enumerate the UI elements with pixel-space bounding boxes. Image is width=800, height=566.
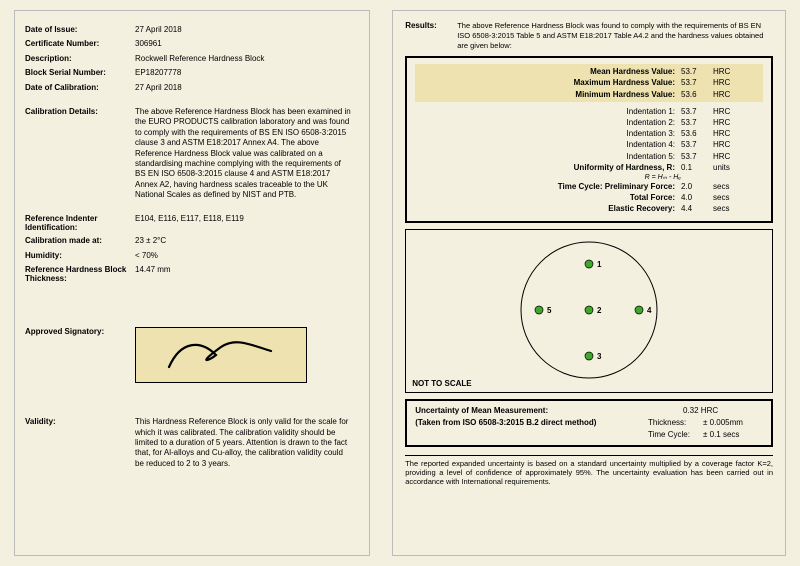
unc-mean-label: Uncertainty of Mean Measurement:: [415, 405, 683, 417]
uniformity-value: 0.1: [681, 162, 713, 173]
elastic-value: 4.4: [681, 203, 713, 214]
cert-number-value: 306961: [135, 39, 351, 49]
humidity-value: < 70%: [135, 251, 351, 261]
date-issue-label: Date of Issue:: [25, 25, 135, 35]
unc-thick-value: ± 0.005mm: [703, 417, 763, 429]
unc-mean-value: 0.32 HRC: [683, 405, 763, 417]
indentation-diagram-svg: 1 2 3 4 5: [484, 234, 694, 386]
min-label: Minimum Hardness Value:: [415, 89, 681, 100]
uncertainty-box: Uncertainty of Mean Measurement: 0.32 HR…: [405, 399, 773, 447]
unc-tc-value: ± 0.1 secs: [703, 429, 763, 441]
cal-at-value: 23 ± 2°C: [135, 236, 351, 246]
cal-at-label: Calibration made at:: [25, 236, 135, 246]
cal-date-value: 27 April 2018: [135, 83, 351, 93]
elastic-label: Elastic Recovery:: [415, 203, 681, 214]
min-value: 53.6: [681, 89, 713, 100]
signatory-label: Approved Signatory:: [25, 327, 135, 383]
hardness-summary-box: Mean Hardness Value:53.7HRC Maximum Hard…: [405, 56, 773, 222]
not-to-scale-label: NOT TO SCALE: [412, 379, 471, 388]
cal-details-value: The above Reference Hardness Block has b…: [135, 107, 351, 201]
mean-label: Mean Hardness Value:: [415, 66, 681, 77]
unc-tc-label: Time Cycle:: [648, 429, 703, 441]
validity-label: Validity:: [25, 417, 135, 469]
max-value: 53.7: [681, 77, 713, 88]
thickness-label: Reference Hardness Block Thickness:: [25, 265, 135, 283]
uniformity-equation: R = Hₘ - Hₑ: [415, 173, 763, 181]
unc-from-label: (Taken from ISO 6508-3:2015 B.2 direct m…: [415, 417, 648, 429]
signature-box: [135, 327, 307, 383]
unc-thick-label: Thickness:: [648, 417, 703, 429]
indentation-diagram: 1 2 3 4 5 NOT TO SCALE: [405, 229, 773, 393]
svg-text:4: 4: [647, 306, 652, 315]
prelim-force-label: Time Cycle: Preliminary Force:: [415, 181, 681, 192]
ind5-value: 53.7: [681, 151, 713, 162]
mean-unit: HRC: [713, 66, 763, 77]
mean-value: 53.7: [681, 66, 713, 77]
cal-date-label: Date of Calibration:: [25, 83, 135, 93]
humidity-label: Humidity:: [25, 251, 135, 261]
ind1-label: Indentation 1:: [415, 106, 681, 117]
prelim-force-value: 2.0: [681, 181, 713, 192]
certificate-left-page: Date of Issue:27 April 2018 Certificate …: [14, 10, 370, 556]
ind4-value: 53.7: [681, 139, 713, 150]
validity-value: This Hardness Reference Block is only va…: [135, 417, 351, 469]
svg-text:5: 5: [547, 306, 552, 315]
ind1-value: 53.7: [681, 106, 713, 117]
uniformity-label: Uniformity of Hardness, R:: [415, 162, 681, 173]
results-label: Results:: [405, 21, 457, 50]
results-text: The above Reference Hardness Block was f…: [457, 21, 773, 50]
description-label: Description:: [25, 54, 135, 64]
uncertainty-footnote: The reported expanded uncertainty is bas…: [405, 455, 773, 486]
max-unit: HRC: [713, 77, 763, 88]
certificate-right-page: Results: The above Reference Hardness Bl…: [392, 10, 786, 556]
svg-text:3: 3: [597, 352, 602, 361]
serial-label: Block Serial Number:: [25, 68, 135, 78]
ind2-value: 53.7: [681, 117, 713, 128]
ind3-label: Indentation 3:: [415, 128, 681, 139]
indenter-value: E104, E116, E117, E118, E119: [135, 214, 351, 232]
thickness-value: 14.47 mm: [135, 265, 351, 283]
max-label: Maximum Hardness Value:: [415, 77, 681, 88]
min-unit: HRC: [713, 89, 763, 100]
cal-details-label: Calibration Details:: [25, 107, 135, 201]
total-force-value: 4.0: [681, 192, 713, 203]
ind3-value: 53.6: [681, 128, 713, 139]
ind2-label: Indentation 2:: [415, 117, 681, 128]
serial-value: EP18207778: [135, 68, 351, 78]
description-value: Rockwell Reference Hardness Block: [135, 54, 351, 64]
indenter-label: Reference Indenter Identification:: [25, 214, 135, 232]
ind5-label: Indentation 5:: [415, 151, 681, 162]
ind4-label: Indentation 4:: [415, 139, 681, 150]
svg-text:2: 2: [597, 306, 602, 315]
total-force-label: Total Force:: [415, 192, 681, 203]
date-issue-value: 27 April 2018: [135, 25, 351, 35]
signature-icon: [161, 335, 281, 375]
cert-number-label: Certificate Number:: [25, 39, 135, 49]
svg-text:1: 1: [597, 260, 602, 269]
